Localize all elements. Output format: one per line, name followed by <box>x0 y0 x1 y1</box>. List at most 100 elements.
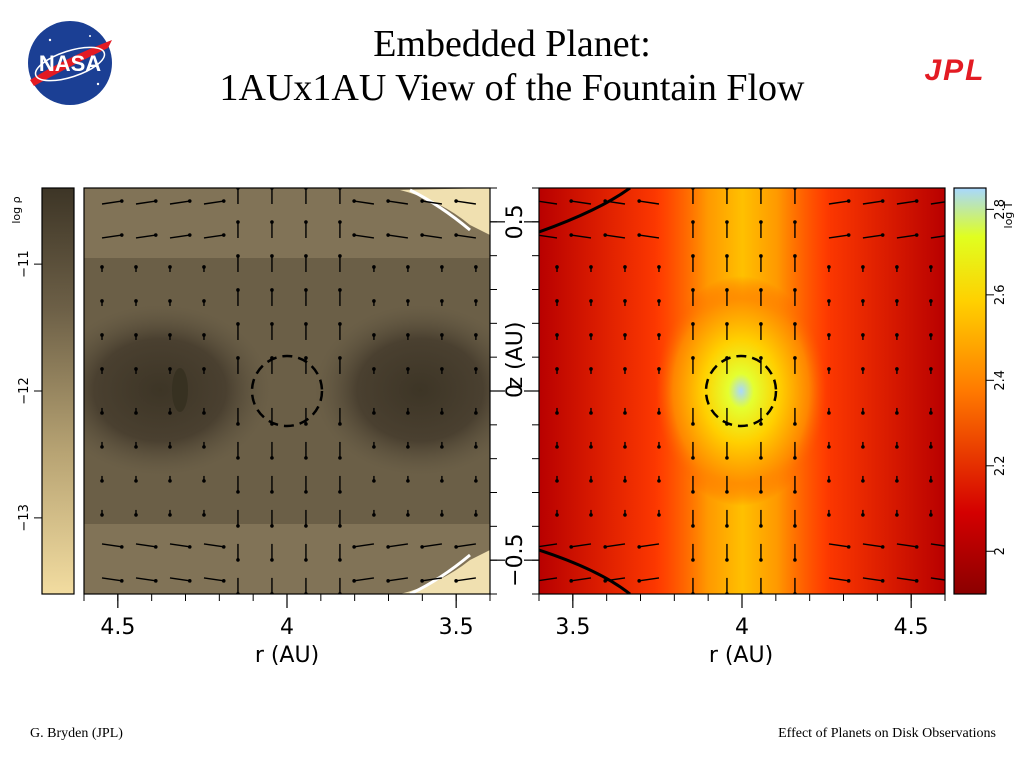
temperature-vector-head <box>929 411 933 415</box>
temperature-vector-head <box>691 322 695 326</box>
temperature-vector-head <box>691 220 695 224</box>
temperature-vector-head <box>725 524 729 528</box>
density-vector-head <box>270 490 274 494</box>
density-vector <box>422 234 443 239</box>
density-vector <box>135 577 156 582</box>
temperature-colorbar: 2 2.2 2.4 2.6 2.8 log T <box>953 187 1015 595</box>
density-vector-head <box>440 299 444 303</box>
density-vector-head <box>202 479 206 483</box>
density-vector-head <box>338 220 342 224</box>
density-vector-head <box>153 199 158 203</box>
density-vector-head <box>474 367 478 371</box>
temperature-vector <box>639 577 660 582</box>
temperature-vector-head <box>657 299 661 303</box>
density-vector-head <box>474 513 478 517</box>
temperature-vector-head <box>895 479 899 483</box>
temperature-vector-head <box>589 367 593 371</box>
density-vector-head <box>406 513 410 517</box>
temperature-vector <box>605 543 626 548</box>
density-vector-head <box>100 445 104 449</box>
density-vector-head <box>372 265 376 269</box>
temperature-vector-head <box>827 265 831 269</box>
density-vector-head <box>134 479 138 483</box>
temperature-vector-head <box>691 558 695 562</box>
density-colorbar-label: log ρ <box>10 196 23 223</box>
temperature-vector-head <box>555 479 559 483</box>
temperature-vector-head <box>895 513 899 517</box>
density-vector-head <box>338 322 342 326</box>
density-vector-head <box>221 233 226 237</box>
temperature-vector-head <box>861 333 865 337</box>
density-vector <box>354 543 375 548</box>
density-vector-head <box>420 579 424 583</box>
density-vector <box>354 234 375 239</box>
temperature-vector-head <box>623 265 627 269</box>
temperature-vector-head <box>555 299 559 303</box>
density-vector-head <box>372 367 376 371</box>
temperature-vector-head <box>880 579 885 583</box>
temperature-vector-head <box>827 411 831 415</box>
temperature-vector-head <box>623 367 627 371</box>
jpl-logo: JPL <box>924 55 983 85</box>
temperature-vector <box>571 543 592 548</box>
temperature-vector <box>539 543 558 548</box>
temperature-vector-head <box>589 445 593 449</box>
density-vector-head <box>119 199 124 203</box>
density-vector-head <box>236 322 240 326</box>
density-vector-head <box>168 411 172 415</box>
temperature-vector <box>828 234 849 239</box>
temperature-vector-head <box>569 545 574 549</box>
density-vector <box>101 577 122 582</box>
temperature-vector-head <box>759 220 763 224</box>
temperature-vector <box>539 200 558 205</box>
density-vector-head <box>474 333 478 337</box>
temperature-vector-head <box>759 422 763 426</box>
density-vector-head <box>338 456 342 460</box>
temperature-vector-head <box>759 490 763 494</box>
temperature-colorbar-label: log T <box>1002 201 1015 228</box>
density-vector <box>135 234 156 239</box>
density-vector-head <box>187 233 192 237</box>
nasa-logo: NASA <box>28 21 112 105</box>
temperature-vector-head <box>793 422 797 426</box>
density-vector <box>101 543 122 548</box>
temperature-colorbar-tick-label: 2.4 <box>993 370 1008 391</box>
temperature-vector <box>605 577 626 582</box>
title-line-2: 1AUx1AU View of the Fountain Flow <box>219 67 805 109</box>
temperature-vector <box>571 234 592 239</box>
temperature-xtick-label: 4 <box>735 615 749 640</box>
density-vector-head <box>270 456 274 460</box>
density-vector-head <box>168 445 172 449</box>
density-vector-head <box>474 445 478 449</box>
footer-author: G. Bryden (JPL) <box>30 726 123 741</box>
density-vector-head <box>372 513 376 517</box>
temperature-vector-head <box>827 479 831 483</box>
density-vector-head <box>202 411 206 415</box>
temperature-vector-head <box>759 254 763 258</box>
temperature-vector <box>862 577 883 582</box>
density-vector-head <box>134 367 138 371</box>
density-xtick-label: 3.5 <box>439 615 474 640</box>
temperature-vector <box>930 201 945 205</box>
temperature-vector-head <box>846 545 851 549</box>
temperature-vector-head <box>914 579 919 583</box>
temperature-vector-head <box>914 233 919 237</box>
temperature-xtick-label: 4.5 <box>894 615 929 640</box>
density-vector-head <box>100 265 104 269</box>
density-vector-head <box>304 356 308 360</box>
temperature-vector-head <box>861 265 865 269</box>
temperature-vector-head <box>759 288 763 292</box>
density-vector-head <box>270 288 274 292</box>
density-vector-head <box>406 367 410 371</box>
temperature-vector-head <box>895 299 899 303</box>
temperature-vector-head <box>827 367 831 371</box>
temperature-vector-head <box>914 199 919 203</box>
temperature-vector-head <box>861 445 865 449</box>
temperature-vector <box>862 200 883 205</box>
density-vector-head <box>372 333 376 337</box>
temperature-vector-head <box>589 479 593 483</box>
temperature-vector-head <box>637 233 641 237</box>
density-vector-head <box>221 579 226 583</box>
density-vector <box>388 234 409 239</box>
temperature-vector-head <box>793 356 797 360</box>
